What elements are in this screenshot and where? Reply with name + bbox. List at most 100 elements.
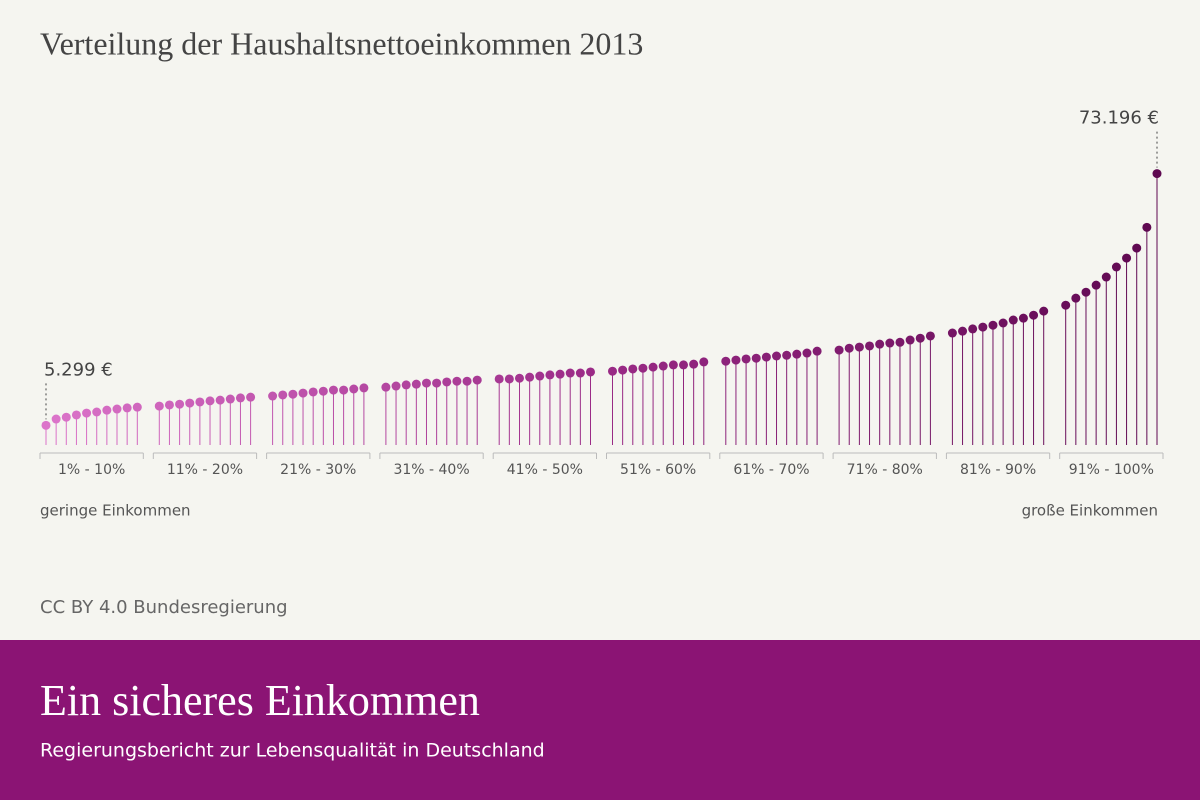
- dot: [555, 369, 565, 379]
- dot: [298, 388, 308, 398]
- dot: [575, 368, 585, 378]
- dot: [998, 318, 1008, 328]
- x-tick-label: 61% - 70%: [733, 462, 809, 478]
- dot: [51, 414, 61, 424]
- dot: [586, 367, 595, 377]
- dot: [71, 410, 81, 420]
- dot: [721, 356, 731, 366]
- dot: [792, 349, 802, 359]
- dot: [381, 382, 391, 392]
- dot: [751, 353, 761, 363]
- dot: [844, 343, 854, 353]
- dot: [442, 377, 452, 387]
- dot: [112, 404, 122, 414]
- dot: [401, 380, 411, 390]
- dot: [494, 374, 504, 384]
- dot: [1091, 280, 1101, 290]
- dot: [1152, 169, 1162, 179]
- x-tick-label: 21% - 30%: [280, 462, 356, 478]
- dot: [82, 408, 92, 418]
- dot: [132, 402, 142, 412]
- x-tick-label: 41% - 50%: [507, 462, 583, 478]
- dot: [185, 398, 195, 408]
- dot: [154, 401, 164, 411]
- dot: [462, 376, 472, 386]
- x-tick-label: 91% - 100%: [1069, 462, 1154, 478]
- dot: [1111, 262, 1121, 272]
- dot: [854, 342, 864, 352]
- footer-title: Ein sicheres Einkommen: [40, 676, 480, 725]
- dot: [175, 399, 185, 409]
- dot: [215, 395, 225, 405]
- dot: [102, 405, 112, 415]
- dot: [565, 368, 575, 378]
- dot: [895, 337, 905, 347]
- dot: [92, 407, 102, 417]
- dot: [246, 392, 256, 402]
- dot: [41, 420, 51, 430]
- dot: [288, 389, 298, 399]
- dot: [731, 355, 741, 365]
- dot: [504, 374, 514, 384]
- dot: [668, 360, 678, 370]
- value-label: 5.299 €: [44, 359, 113, 380]
- value-label: 73.196 €: [1079, 108, 1159, 129]
- x-tick-label: 31% - 40%: [393, 462, 469, 478]
- dot: [452, 376, 462, 386]
- dot: [225, 394, 235, 404]
- dot: [122, 403, 132, 413]
- dot: [1132, 243, 1142, 253]
- dot: [968, 324, 978, 334]
- dot: [885, 338, 895, 348]
- dot: [308, 387, 318, 397]
- dot: [235, 393, 245, 403]
- dot: [1101, 272, 1111, 282]
- dot: [535, 371, 545, 381]
- dot: [328, 385, 338, 395]
- dot: [638, 363, 648, 373]
- dot: [947, 328, 957, 338]
- footer-subtitle: Regierungsbericht zur Lebensqualität in …: [40, 740, 545, 762]
- dot: [1029, 310, 1039, 320]
- dot: [802, 348, 812, 358]
- dot: [978, 322, 988, 332]
- dot: [1081, 287, 1091, 297]
- dot: [915, 333, 925, 343]
- dot: [1008, 315, 1018, 325]
- dot: [875, 339, 885, 349]
- chart-title: Verteilung der Haushaltsnettoeinkommen 2…: [40, 25, 643, 61]
- dot: [905, 335, 915, 345]
- x-tick-label: 71% - 80%: [847, 462, 923, 478]
- footer-band: [0, 640, 1200, 800]
- dot: [349, 384, 359, 394]
- dot: [432, 378, 442, 388]
- dot: [658, 361, 668, 371]
- dot: [1018, 313, 1028, 323]
- dot: [391, 381, 401, 391]
- dot: [988, 320, 998, 330]
- dot: [1071, 293, 1081, 303]
- dot: [782, 350, 792, 360]
- dot: [741, 354, 751, 364]
- x-tick-label: 81% - 90%: [960, 462, 1036, 478]
- dot: [834, 345, 844, 355]
- x-tick-label: 1% - 10%: [58, 462, 125, 478]
- dot: [1142, 222, 1152, 232]
- dot: [865, 341, 875, 351]
- dot: [205, 396, 215, 406]
- dot: [1061, 300, 1071, 310]
- dot: [359, 383, 369, 393]
- dot: [278, 390, 288, 400]
- dot: [608, 366, 617, 376]
- x-tick-label: 51% - 60%: [620, 462, 696, 478]
- dot: [421, 378, 431, 388]
- dot: [545, 370, 555, 380]
- dot: [268, 391, 278, 401]
- dot: [525, 372, 535, 382]
- dot: [925, 331, 935, 341]
- dot: [628, 364, 638, 374]
- dot: [1122, 253, 1132, 263]
- dot: [958, 326, 968, 336]
- dot: [618, 365, 628, 375]
